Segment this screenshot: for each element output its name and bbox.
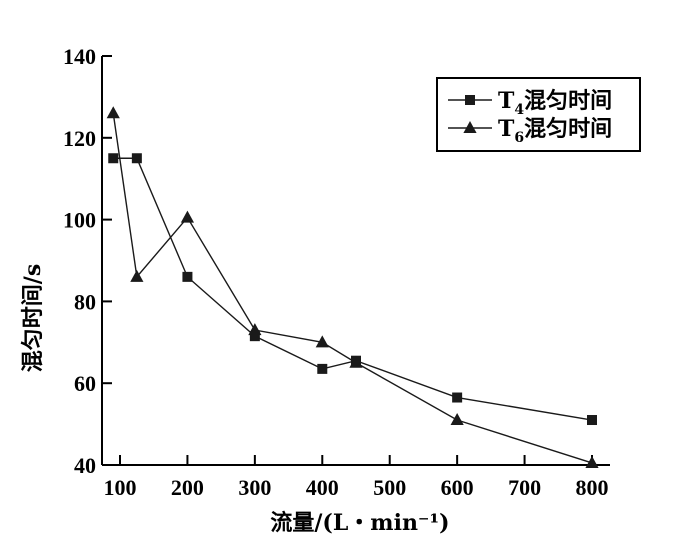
series-line xyxy=(112,113,593,464)
data-point xyxy=(249,331,260,342)
x-ticks: 100 200 300 400 500 600 700 800 xyxy=(104,455,609,500)
x-tick-label: 600 xyxy=(441,475,474,500)
y-ticks: 40 60 80 100 120 140 xyxy=(63,44,112,478)
data-point xyxy=(182,271,193,282)
data-point xyxy=(180,210,195,223)
x-tick-label: 100 xyxy=(104,475,137,500)
data-point xyxy=(587,415,597,426)
data-point xyxy=(248,323,262,336)
legend-box xyxy=(436,77,641,152)
series-1 xyxy=(108,153,597,426)
legend-label: T6混匀时间 xyxy=(498,116,612,146)
data-point xyxy=(585,455,599,468)
x-tick-label: 300 xyxy=(238,475,271,500)
data-point xyxy=(130,269,144,282)
data-point xyxy=(349,355,363,368)
series-layer xyxy=(106,106,599,468)
y-axis-title: 混匀时间/s xyxy=(20,264,46,372)
x-tick-label: 800 xyxy=(576,475,609,500)
data-point xyxy=(315,335,329,348)
y-tick-label: 120 xyxy=(63,126,96,151)
series-line xyxy=(113,157,593,421)
data-point xyxy=(131,153,142,164)
data-point xyxy=(317,363,328,374)
data-point xyxy=(452,392,463,403)
legend-marker xyxy=(463,121,477,134)
series-2 xyxy=(106,106,599,468)
x-tick-label: 700 xyxy=(508,475,541,500)
legend-item: T6混匀时间 xyxy=(448,116,612,146)
y-tick-label: 60 xyxy=(74,371,96,396)
data-point xyxy=(106,106,120,119)
legend-marker xyxy=(465,95,475,105)
y-tick-label: 140 xyxy=(63,44,96,69)
data-point xyxy=(108,153,119,164)
data-point xyxy=(450,413,464,426)
x-axis-title: 流量/(L・min⁻¹) xyxy=(270,510,449,536)
legend-item: T4混匀时间 xyxy=(448,88,612,118)
legend-label: T4混匀时间 xyxy=(498,88,612,118)
y-tick-label: 100 xyxy=(63,208,96,233)
x-tick-label: 200 xyxy=(171,475,204,500)
y-tick-label: 80 xyxy=(74,289,96,314)
x-tick-label: 500 xyxy=(373,475,406,500)
x-tick-label: 400 xyxy=(306,475,339,500)
y-tick-label: 40 xyxy=(74,453,96,478)
